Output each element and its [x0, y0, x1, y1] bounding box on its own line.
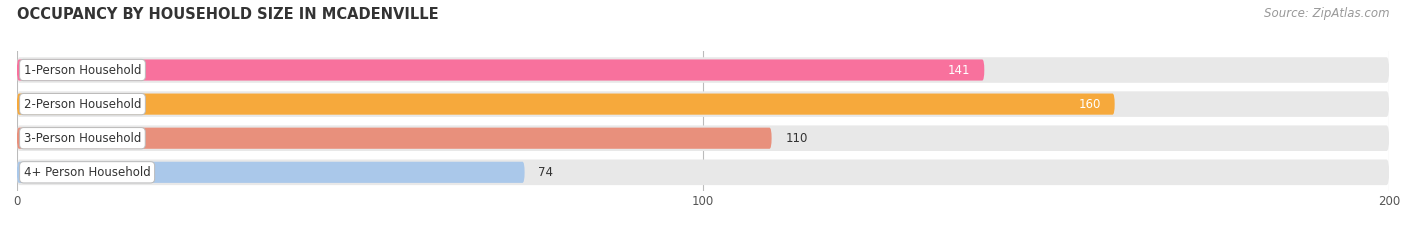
Text: OCCUPANCY BY HOUSEHOLD SIZE IN MCADENVILLE: OCCUPANCY BY HOUSEHOLD SIZE IN MCADENVIL…	[17, 7, 439, 22]
FancyBboxPatch shape	[17, 93, 1115, 115]
FancyBboxPatch shape	[17, 91, 1389, 117]
Text: 160: 160	[1078, 98, 1101, 111]
FancyBboxPatch shape	[17, 162, 524, 183]
FancyBboxPatch shape	[17, 128, 772, 149]
Text: Source: ZipAtlas.com: Source: ZipAtlas.com	[1264, 7, 1389, 20]
Text: 3-Person Household: 3-Person Household	[24, 132, 141, 145]
Text: 4+ Person Household: 4+ Person Household	[24, 166, 150, 179]
Text: 1-Person Household: 1-Person Household	[24, 64, 141, 76]
FancyBboxPatch shape	[17, 160, 1389, 185]
FancyBboxPatch shape	[17, 59, 984, 81]
FancyBboxPatch shape	[17, 57, 1389, 83]
Text: 74: 74	[538, 166, 554, 179]
Text: 110: 110	[786, 132, 807, 145]
FancyBboxPatch shape	[17, 125, 1389, 151]
Text: 141: 141	[948, 64, 970, 76]
Text: 2-Person Household: 2-Person Household	[24, 98, 141, 111]
